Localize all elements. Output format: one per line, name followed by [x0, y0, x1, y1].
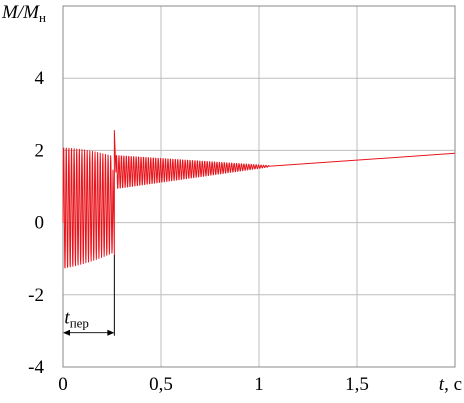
interval-arrowhead-left: [63, 329, 70, 336]
y-tick-label-1: -2: [28, 285, 44, 306]
interval-label: tпер: [64, 308, 89, 331]
grid-lines: [62, 5, 456, 368]
x-axis-label: t, с: [439, 374, 462, 395]
annotation-layer: tпер: [63, 255, 115, 336]
x-tick-label-2: 1: [254, 374, 264, 395]
x-tick-label-1: 0,5: [149, 374, 173, 395]
tick-labels: -4 -2 0 2 4 0 0,5 1 1,5: [28, 68, 369, 395]
series-layer: [62, 130, 456, 269]
series-line-0: [62, 130, 456, 269]
y-tick-label-2: 0: [35, 213, 45, 234]
y-tick-label-0: -4: [28, 357, 44, 378]
x-tick-label-0: 0: [58, 374, 68, 395]
y-tick-label-4: 4: [35, 68, 45, 89]
interval-arrowhead-right: [107, 329, 115, 336]
x-tick-label-3: 1,5: [345, 374, 369, 395]
y-axis-label: M/Mн: [1, 2, 46, 25]
y-tick-label-3: 2: [35, 140, 45, 161]
axis-labels: M/Mн t, с: [1, 2, 462, 395]
